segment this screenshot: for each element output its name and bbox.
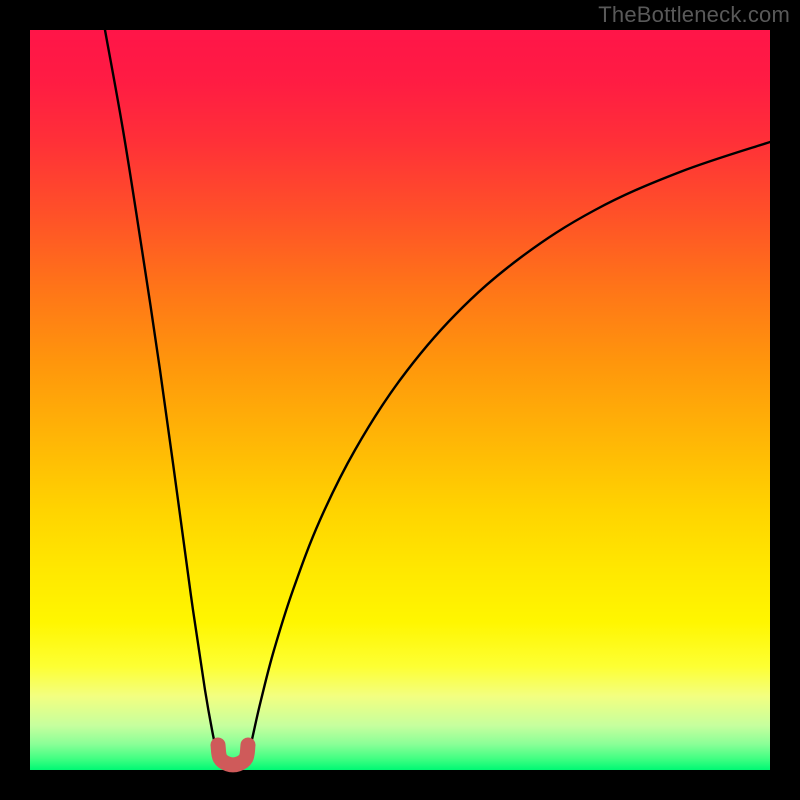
watermark-text: TheBottleneck.com <box>598 2 790 28</box>
bottleneck-chart <box>0 0 800 800</box>
chart-container: TheBottleneck.com <box>0 0 800 800</box>
plot-background <box>30 30 770 770</box>
